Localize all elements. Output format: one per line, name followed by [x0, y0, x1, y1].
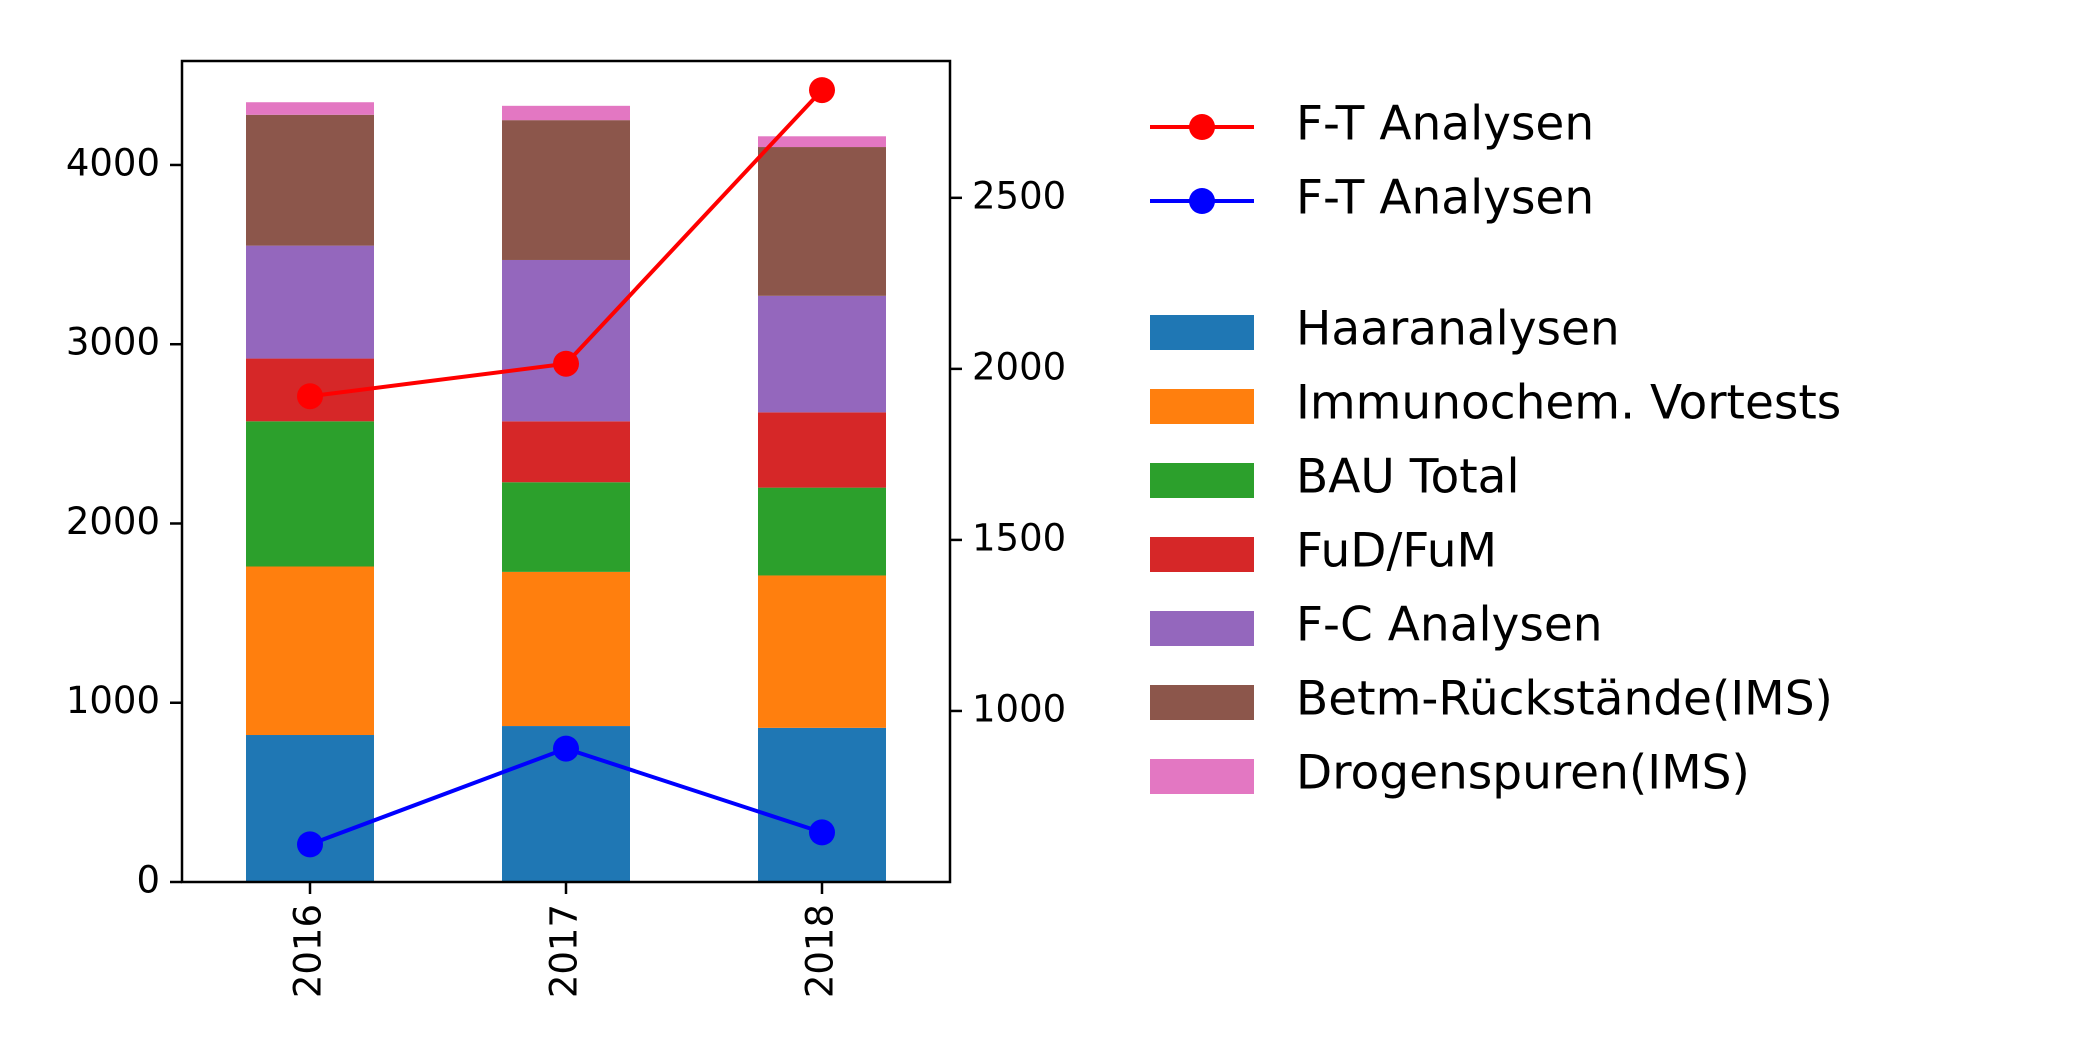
bar-segment: [502, 105, 630, 121]
legend-item-line: F-T Analysen: [1150, 171, 1594, 226]
legend-item-bar: BAU Total: [1150, 450, 1520, 505]
left-tick-label: 4000: [66, 141, 160, 184]
legend-label: Haaranalysen: [1296, 302, 1620, 357]
legend-item-bar: Drogenspuren(IMS): [1150, 746, 1750, 801]
bar-segment: [246, 566, 374, 736]
line-point: [297, 383, 323, 410]
bar-segment: [246, 421, 374, 567]
left-tick-label: 1000: [66, 679, 160, 722]
bar-segment: [246, 735, 374, 882]
x-axis: 2016 2017 2018: [287, 882, 842, 998]
legend-item-bar: Betm-Rückstände(IMS): [1150, 672, 1833, 727]
bar-segment: [758, 727, 886, 882]
bar-segment: [246, 114, 374, 246]
legend-label: FuD/FuM: [1296, 524, 1497, 579]
left-axis: 0 1000 2000 3000 4000: [66, 141, 182, 902]
legend-swatch: [1150, 315, 1254, 350]
bar-segment: [246, 102, 374, 115]
legend-swatch: [1150, 463, 1254, 498]
legend-marker: [1189, 188, 1215, 214]
bar-segment: [502, 482, 630, 572]
left-tick-label: 3000: [66, 321, 160, 364]
bar-segment: [758, 575, 886, 728]
bar-segment: [758, 136, 886, 148]
right-tick-label: 1000: [972, 687, 1066, 730]
bar-segment: [502, 571, 630, 727]
legend-swatch: [1150, 685, 1254, 720]
lines-layer: [297, 77, 835, 858]
legend-swatch: [1150, 389, 1254, 424]
legend-item-bar: Haaranalysen: [1150, 302, 1620, 357]
left-tick-label: 0: [136, 859, 160, 902]
legend: F-T Analysen F-T Analysen Haaranalysen Immu…: [1150, 97, 1841, 801]
legend-label: BAU Total: [1296, 450, 1520, 505]
right-tick-label: 1500: [972, 516, 1066, 559]
legend-item-bar: Immunochem. Vortests: [1150, 376, 1841, 431]
legend-swatch: [1150, 537, 1254, 572]
line-point: [809, 77, 835, 104]
line-point: [553, 350, 579, 377]
x-tick-label: 2016: [287, 904, 330, 998]
legend-label: F-T Analysen: [1296, 171, 1594, 226]
bar-segment: [758, 295, 886, 413]
legend-label: F-T Analysen: [1296, 97, 1594, 152]
bar-segment: [502, 259, 630, 422]
bar-segment: [758, 487, 886, 576]
bars-layer: [246, 102, 886, 882]
legend-label: Immunochem. Vortests: [1296, 376, 1841, 431]
legend-item-bar: F-C Analysen: [1150, 598, 1603, 653]
line-point: [809, 819, 835, 846]
x-tick-label: 2018: [799, 904, 842, 998]
bar-segment: [758, 412, 886, 488]
line-point: [553, 735, 579, 762]
legend-label: Betm-Rückstände(IMS): [1296, 672, 1833, 727]
legend-label: Drogenspuren(IMS): [1296, 746, 1750, 801]
legend-item-line: F-T Analysen: [1150, 97, 1594, 152]
bar-segment: [502, 421, 630, 483]
x-tick-label: 2017: [543, 904, 586, 998]
legend-swatch: [1150, 611, 1254, 646]
bar-segment: [758, 147, 886, 296]
legend-label: F-C Analysen: [1296, 598, 1603, 653]
right-axis: 1000 1500 2000 2500: [950, 174, 1066, 730]
right-tick-label: 2500: [972, 174, 1066, 217]
left-tick-label: 2000: [66, 500, 160, 543]
legend-swatch: [1150, 759, 1254, 794]
bar-segment: [502, 120, 630, 260]
legend-item-bar: FuD/FuM: [1150, 524, 1497, 579]
right-tick-label: 2000: [972, 345, 1066, 388]
line-point: [297, 831, 323, 858]
bar-segment: [246, 245, 374, 359]
legend-marker: [1189, 114, 1215, 140]
